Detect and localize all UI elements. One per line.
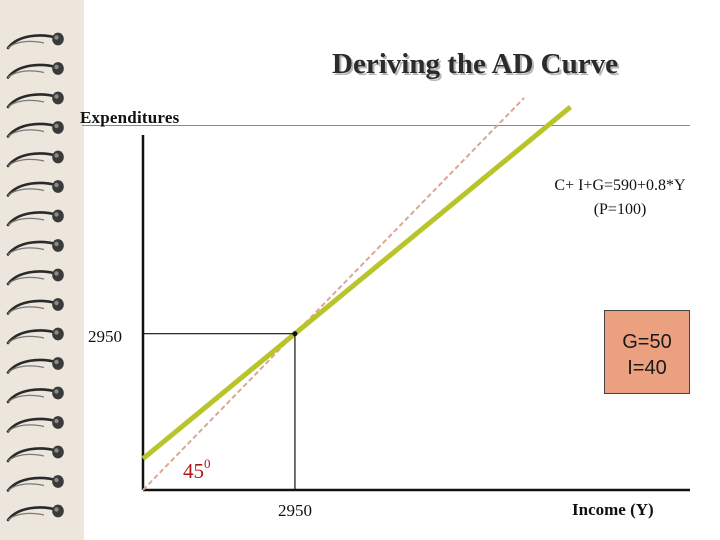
ae-line-label: C+ I+G=590+0.8*Y: [554, 177, 686, 194]
binding-hole-highlight: [54, 418, 59, 424]
spiral-coil-shadow: [7, 453, 45, 462]
binding-hole-highlight: [54, 182, 59, 188]
binding-hole-highlight: [54, 300, 59, 306]
binding-hole-highlight: [54, 212, 59, 217]
spiral-coil-shadow: [7, 99, 45, 108]
spiral-coil-shadow: [7, 512, 45, 521]
y-axis-label: Expenditures: [80, 108, 180, 127]
binding-hole-highlight: [54, 123, 59, 129]
spiral-binding-icon: [6, 32, 64, 522]
spiral-coil-shadow: [7, 70, 45, 78]
spiral-coil-shadow: [7, 217, 45, 226]
y-tick-label: 2950: [88, 327, 122, 346]
binding-hole-highlight: [54, 448, 59, 453]
equilibrium-point: [292, 331, 298, 337]
ae-line-sublabel: (P=100): [593, 201, 647, 218]
policy-annotation-box: G=50 I=40: [604, 310, 690, 394]
spiral-coil-shadow: [7, 306, 45, 314]
spiral-coil-shadow: [7, 188, 45, 196]
spiral-coil-shadow: [7, 335, 45, 344]
spiral-coil-shadow: [7, 424, 45, 432]
title-underline: [82, 125, 690, 126]
investment-label: I=40: [627, 357, 667, 379]
aggregate-expenditure-line: [141, 104, 573, 461]
notebook-binding-strip: [0, 0, 84, 540]
binding-hole-highlight: [54, 477, 59, 483]
spiral-coil-shadow: [7, 158, 45, 167]
spiral-coil-shadow: [7, 483, 45, 491]
spiral-coil-shadow: [7, 129, 45, 137]
spiral-coil-shadow: [7, 276, 45, 285]
binding-hole-highlight: [54, 64, 59, 70]
binding-hole-highlight: [54, 153, 59, 158]
binding-hole-highlight: [54, 330, 59, 335]
binding-hole-highlight: [54, 241, 59, 247]
binding-hole-highlight: [54, 507, 59, 512]
angle-label: 450: [183, 456, 211, 484]
government-spending-label: G=50: [622, 331, 672, 353]
spiral-coil-shadow: [7, 40, 45, 49]
diagonal-45-line: [142, 97, 525, 491]
spiral-coil-shadow: [7, 394, 45, 403]
angle-number: 45: [183, 459, 204, 483]
x-axis-label: Income (Y): [572, 500, 654, 519]
binding-hole-highlight: [54, 94, 59, 99]
slide-title: Deriving the AD Curve: [332, 48, 618, 80]
x-tick-label: 2950: [278, 501, 312, 520]
binding-hole-highlight: [54, 271, 59, 276]
binding-hole-highlight: [54, 389, 59, 394]
angle-superscript: 0: [204, 456, 211, 471]
spiral-coil-shadow: [7, 365, 45, 373]
binding-hole-highlight: [54, 359, 59, 365]
spiral-coil-shadow: [7, 247, 45, 255]
binding-hole-highlight: [54, 35, 59, 40]
